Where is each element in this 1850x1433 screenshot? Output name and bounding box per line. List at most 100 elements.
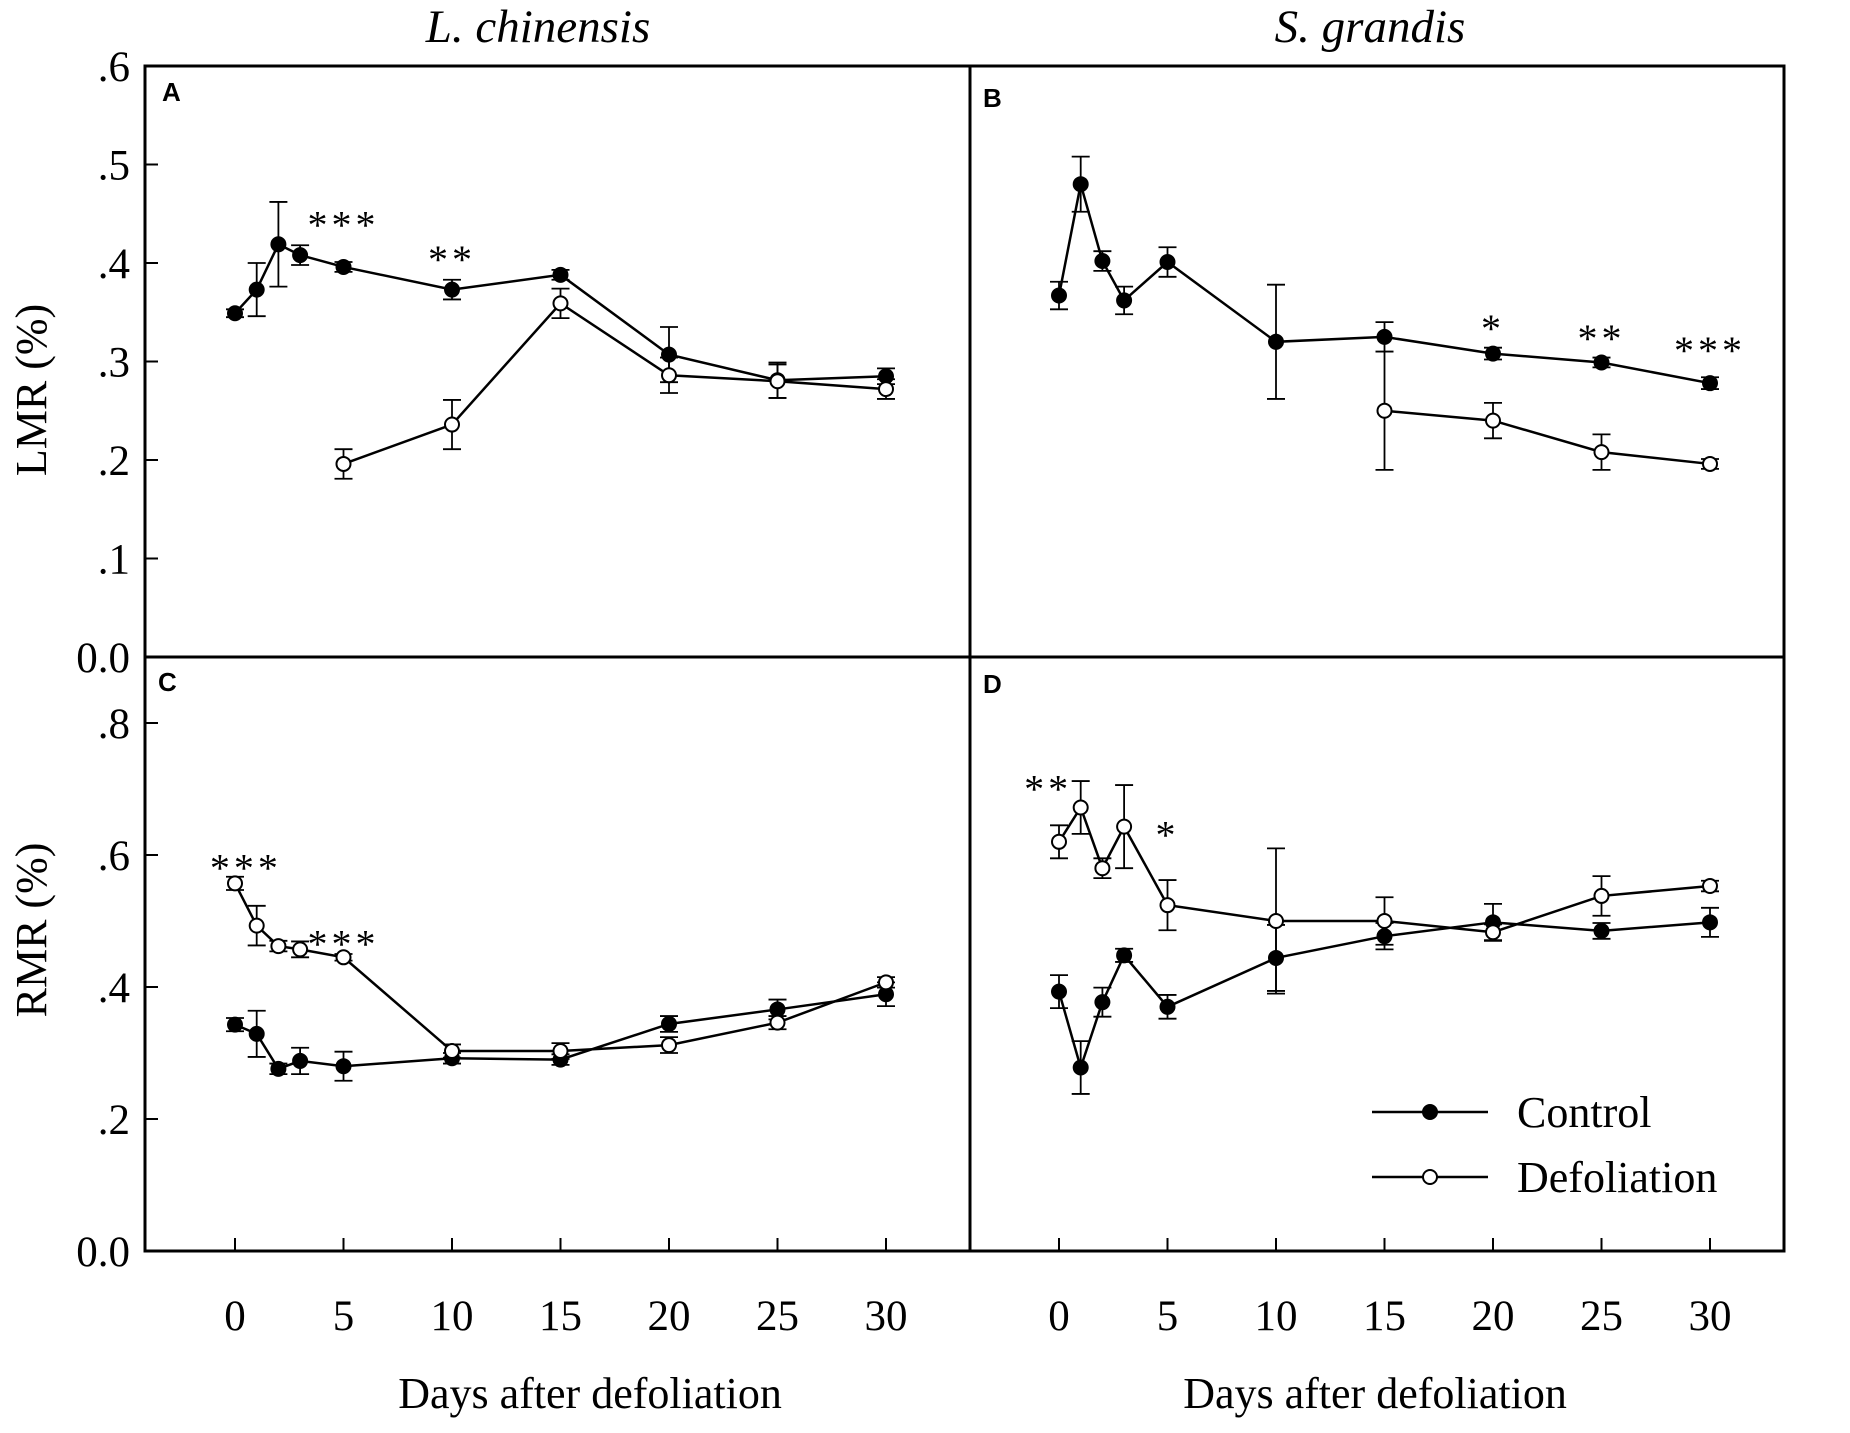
data-point-defoliation <box>1702 455 1718 472</box>
data-point-defoliation <box>552 1043 569 1060</box>
species-title-left: L. chinensis <box>425 1 651 53</box>
data-point-control <box>661 1015 677 1032</box>
x-tick-label: 30 <box>865 1293 908 1340</box>
data-point-control <box>335 258 352 275</box>
data-point-defoliation <box>292 941 309 958</box>
y-tick-label: 0.0 <box>76 1229 130 1276</box>
significance-label: *** <box>210 846 282 891</box>
x-tick-label: 10 <box>431 1293 474 1340</box>
panel-label-d: D <box>983 669 1002 699</box>
data-point-control <box>248 1025 265 1042</box>
significance-label: *** <box>308 203 380 248</box>
data-point-control <box>227 1016 243 1033</box>
data-point-control <box>1116 947 1133 964</box>
panel-label-b: B <box>983 83 1002 113</box>
data-point-control <box>292 247 309 264</box>
x-tick-label: 25 <box>1580 1293 1623 1340</box>
data-point-control <box>1094 994 1111 1011</box>
series-line-defoliation <box>233 882 887 1053</box>
legend-control-marker <box>1422 1104 1438 1120</box>
y-tick-label: .5 <box>98 143 130 190</box>
series-control-panel-c <box>226 981 895 1082</box>
significance-label: *** <box>308 922 380 967</box>
y-tick-label: .2 <box>98 438 130 485</box>
data-point-defoliation <box>335 949 352 966</box>
x-tick-label: 30 <box>1689 1293 1732 1340</box>
x-tick-label: 0 <box>224 1293 246 1340</box>
series-line-defoliation <box>1057 804 1711 934</box>
legend-defoliation-label: Defoliation <box>1517 1153 1717 1202</box>
data-point-defoliation <box>1051 833 1067 850</box>
data-point-control <box>1072 1059 1089 1076</box>
y-axis-title-rmr: RMR (%) <box>7 843 56 1018</box>
data-point-defoliation <box>444 1043 460 1060</box>
data-point-defoliation <box>769 373 786 390</box>
data-point-defoliation <box>1159 897 1176 914</box>
x-tick-label: 20 <box>1472 1293 1515 1340</box>
data-point-control <box>1593 354 1610 371</box>
significance-label: *** <box>1674 328 1746 373</box>
data-point-control <box>1051 983 1067 1000</box>
data-point-defoliation <box>248 917 265 934</box>
significance-label: * <box>1156 813 1180 858</box>
legend: Control Defoliation <box>1372 1088 1717 1202</box>
data-point-control <box>1376 328 1393 345</box>
series-layer <box>226 155 1719 1095</box>
x-axis-title-left: Days after defoliation <box>398 1369 782 1418</box>
legend-control-label: Control <box>1517 1088 1651 1137</box>
annotation-layer: ****** ** ************ <box>210 203 1746 967</box>
data-point-control <box>444 281 460 298</box>
data-point-defoliation <box>270 938 287 955</box>
x-axis-title-right: Days after defoliation <box>1183 1369 1567 1418</box>
data-point-defoliation <box>661 367 677 384</box>
data-point-defoliation <box>444 416 460 433</box>
x-tick-label: 5 <box>1157 1293 1179 1340</box>
data-point-control <box>270 1060 287 1077</box>
x-tick-label: 15 <box>539 1293 582 1340</box>
significance-label: ** <box>1024 766 1072 811</box>
data-point-defoliation <box>552 295 569 312</box>
species-title-right: S. grandis <box>1275 1 1466 53</box>
significance-label: ** <box>428 237 476 282</box>
x-tick-label: 5 <box>333 1293 355 1340</box>
series-line-defoliation <box>343 301 887 466</box>
data-point-defoliation <box>1116 818 1133 835</box>
significance-label: * <box>1481 306 1505 351</box>
data-point-control <box>769 1001 786 1018</box>
y-tick-label: .6 <box>98 44 130 91</box>
data-point-control <box>1094 253 1111 270</box>
data-point-control <box>1593 922 1610 939</box>
series-defoliation-panel-d <box>1050 780 1719 995</box>
data-point-control <box>1159 254 1176 271</box>
panel-label-a: A <box>162 77 181 107</box>
y-tick-label: 0.0 <box>76 635 130 682</box>
x-tick-label: 25 <box>756 1293 799 1340</box>
series-line-control <box>234 242 887 382</box>
data-point-defoliation <box>1485 412 1501 429</box>
y-axis-title-lmr: LMR (%) <box>7 304 56 476</box>
data-point-control <box>270 236 287 253</box>
legend-defoliation-marker <box>1422 1169 1438 1185</box>
data-point-control <box>552 266 569 283</box>
significance-label: ** <box>1578 316 1626 361</box>
y-tick-label: .1 <box>98 537 130 584</box>
panel-label-c: C <box>158 667 177 697</box>
data-point-defoliation <box>1094 860 1111 877</box>
x-tick-label: 15 <box>1363 1293 1406 1340</box>
y-tick-label: .3 <box>98 340 130 387</box>
data-point-control <box>1159 998 1176 1015</box>
series-line-control <box>234 993 887 1071</box>
data-point-control <box>292 1052 309 1069</box>
y-tick-label: .6 <box>98 833 130 880</box>
data-point-defoliation <box>661 1037 677 1054</box>
data-point-defoliation <box>1593 444 1610 461</box>
series-line-control <box>1057 921 1711 1072</box>
data-point-defoliation <box>878 974 894 991</box>
series-control-panel-b <box>1050 155 1719 400</box>
data-point-control <box>1072 176 1089 193</box>
x-tick-label: 10 <box>1255 1293 1298 1340</box>
data-point-defoliation <box>878 381 894 398</box>
data-point-control <box>1485 345 1501 362</box>
